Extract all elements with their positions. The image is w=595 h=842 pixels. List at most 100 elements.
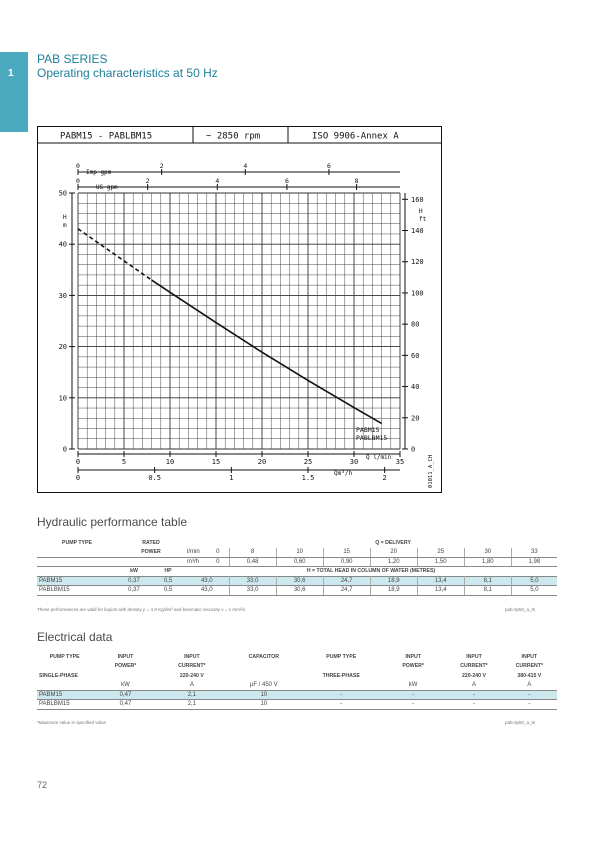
x-tick-label: 10 (166, 458, 174, 466)
h-ft-label-h: H (419, 208, 423, 215)
chart-title-speed: ~ 2850 rpm (206, 132, 260, 142)
electrical-note: *Maximum value in specified value (37, 720, 107, 725)
row-head: 5,0 (511, 575, 557, 586)
row-current: 2,1 (158, 690, 226, 700)
electrical-table-title: Electrical data (37, 630, 113, 644)
unit-a: A (446, 680, 502, 691)
unit-m3h: m³/h (185, 557, 207, 567)
y-tick-label: 20 (59, 343, 67, 351)
chart-labels: Imp gpm US gpm H m H ft Q l/min Qm³/h PA… (63, 169, 434, 488)
col-hp: HP (164, 568, 172, 575)
col-current: CURRENT* (515, 663, 543, 670)
col-pump-type: PUMP TYPE (62, 539, 92, 546)
imp-gpm-tick-label: 6 (327, 162, 331, 170)
ft-tick-label: 80 (411, 321, 419, 329)
m3h-tick-label: 0 (76, 474, 80, 482)
chart-ref-code: 01011_A_CH (428, 455, 434, 488)
m3h-value: 0,60 (276, 557, 324, 567)
us-gpm-tick-label: 2 (146, 177, 150, 185)
m3h-value: 0,48 (229, 557, 277, 567)
us-gpm-tick-label: 6 (285, 177, 289, 185)
col-power: POWER* (402, 663, 424, 670)
row-three-current-380: - (501, 699, 557, 710)
imp-gpm-tick-label: 2 (160, 162, 164, 170)
col-rated: RATED (142, 539, 160, 546)
unit-uf: µF / 450 V (225, 680, 303, 691)
us-gpm-tick-label: 4 (215, 177, 219, 185)
col-voltage-220: 220-240 V (179, 672, 204, 679)
row-head: 13,4 (417, 575, 465, 586)
lmin-value: 20 (370, 547, 418, 558)
electrical-data-table: PUMP TYPE INPUT INPUT CAPACITOR PUMP TYP… (37, 652, 557, 710)
row-head: 8,1 (464, 585, 512, 596)
row-three-type: - (302, 699, 380, 710)
m3h-value: 1,20 (370, 557, 418, 567)
col-input: INPUT (521, 653, 538, 660)
curve-solid-segment (151, 279, 382, 425)
col-kw: kW (130, 568, 138, 575)
row-head: 24,7 (323, 585, 371, 596)
hydraulic-code: pab-2p50_a_th (505, 607, 536, 612)
row-capacitor: 10 (225, 690, 303, 700)
row-kw: 0,37 (117, 575, 151, 586)
page-subtitle: Operating characteristics at 50 Hz (37, 66, 218, 80)
unit-a: A (158, 680, 226, 691)
chapter-tab (0, 52, 28, 132)
curve-label-pablbm15: PABLBM15 (356, 434, 387, 442)
h-m-label-unit: m (63, 222, 67, 229)
row-three-current-220: - (446, 690, 502, 700)
lmin-value: 15 (323, 547, 371, 558)
col-pump-type-three: PUMP TYPE (326, 653, 357, 660)
ft-tick-label: 60 (411, 352, 419, 360)
col-capacitor: CAPACITOR (248, 653, 279, 660)
col-power: POWER (117, 547, 185, 558)
x-tick-label: 35 (396, 458, 404, 466)
row-head: 33,0 (229, 585, 277, 596)
x-tick-label: 5 (122, 458, 126, 466)
imp-gpm-tick-label: 0 (76, 162, 80, 170)
q-lmin-label: Q l/min (366, 454, 392, 461)
col-three-phase: THREE-PHASE (322, 672, 360, 679)
y-tick-label: 30 (59, 292, 67, 300)
col-q-delivery: Q = DELIVERY (375, 539, 411, 546)
y-tick-label: 0 (63, 446, 67, 454)
m3h-tick-label: 0.5 (148, 474, 161, 482)
chart-curves (77, 228, 382, 425)
col-power: POWER* (114, 663, 137, 670)
unit-lmin: l/min (185, 547, 207, 558)
table-row: PABM15 0,37 0,5 43,0 33,0 30,6 24,7 18,9… (37, 575, 557, 586)
col-current: CURRENT* (460, 663, 488, 670)
q-m3h-label: Qm³/h (334, 470, 352, 477)
row-three-kw: - (379, 690, 447, 700)
row-kw: 0,47 (92, 699, 159, 710)
row-head: 18,9 (370, 585, 418, 596)
y-tick-label: 50 (59, 190, 67, 198)
ft-tick-label: 120 (411, 258, 424, 266)
unit-kw: kW (379, 680, 447, 691)
row-kw: 0,37 (117, 585, 151, 596)
lmin-value: 0 (207, 547, 230, 558)
ft-tick-label: 0 (411, 446, 415, 454)
hydraulic-table-title: Hydraulic performance table (37, 515, 188, 529)
lmin-value: 8 (229, 547, 277, 558)
row-head: 18,9 (370, 575, 418, 586)
row-pump-type: PABLBM15 (37, 699, 93, 710)
x-tick-label: 30 (350, 458, 358, 466)
m3h-value: 0,90 (323, 557, 371, 567)
row-three-kw: - (379, 699, 447, 710)
unit-kw: kW (92, 680, 159, 691)
imp-gpm-label: Imp gpm (86, 169, 112, 176)
chart-title-bar: PABM15 - PABLBM15 ~ 2850 rpm ISO 9906-An… (38, 127, 441, 144)
imp-gpm-tick-label: 4 (243, 162, 247, 170)
hydraulic-note: These performances are valid for liquids… (37, 607, 247, 612)
m3h-value: 0 (207, 557, 230, 567)
chapter-number: 1 (8, 68, 14, 79)
m3h-tick-label: 1.5 (302, 474, 315, 482)
performance-chart: PABM15 - PABLBM15 ~ 2850 rpm ISO 9906-An… (37, 126, 442, 493)
h-m-label-h: H (63, 214, 67, 221)
h-ft-label-unit: ft (419, 216, 427, 223)
us-gpm-tick-label: 0 (76, 177, 80, 185)
row-kw: 0,47 (92, 690, 159, 700)
col-pump-type-single: PUMP TYPE (49, 653, 80, 660)
row-head: 30,6 (276, 575, 324, 586)
